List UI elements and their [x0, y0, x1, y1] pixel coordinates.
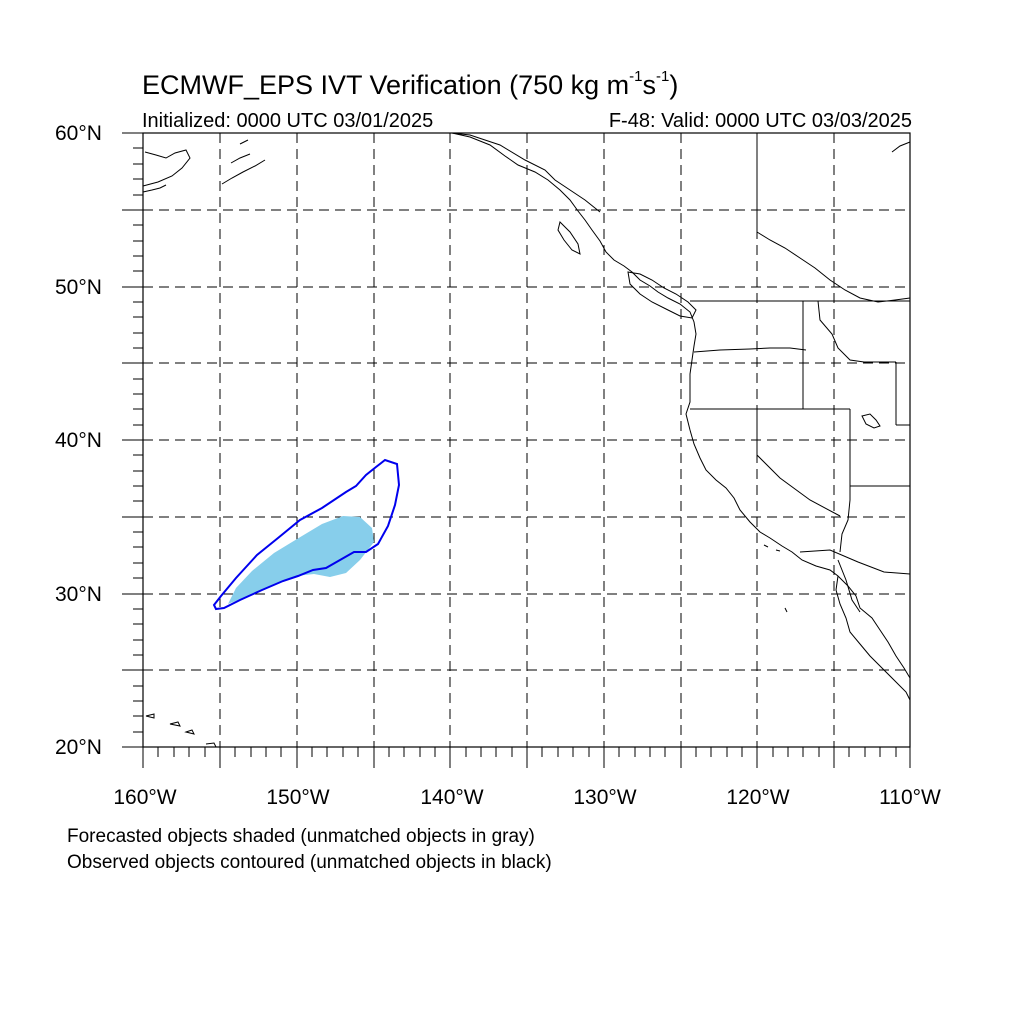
lon-label-130w: 130°W: [573, 786, 637, 809]
observed-object-contour: [212, 458, 401, 611]
coastline-northeast: [891, 141, 911, 153]
border-ca-nv: [756, 409, 841, 517]
coastline-alaska-islands: [142, 139, 266, 193]
coastline-hawaii: [145, 713, 217, 748]
lon-label-110w: 110°W: [879, 786, 941, 809]
lat-label-50n: 50°N: [55, 276, 102, 299]
lon-label-150w: 150°W: [266, 786, 330, 809]
coastline-lake: [861, 413, 881, 429]
footnote-forecast: Forecasted objects shaded (unmatched obj…: [67, 826, 535, 847]
political-boundaries: [451, 132, 911, 613]
border-wa-or: [693, 347, 807, 353]
valid-time: F-48: Valid: 0000 UTC 03/03/2025: [608, 110, 912, 132]
lon-label-140w: 140°W: [420, 786, 484, 809]
lon-label-120w: 120°W: [726, 786, 790, 809]
chart-title: ECMWF_EPS IVT Verification (750 kg m-1s-…: [142, 68, 679, 100]
footnote-observed: Observed objects contoured (unmatched ob…: [67, 852, 552, 873]
coastline-haida-gwaii: [557, 221, 581, 255]
border-nv-az: [839, 499, 851, 553]
border-sonora: [837, 559, 861, 613]
coastline-channel-islands: [763, 544, 788, 613]
coastline-vancouver-island: [627, 271, 697, 319]
lat-label-40n: 40°N: [55, 429, 102, 452]
lat-label-60n: 60°N: [55, 122, 102, 145]
initialized-time: Initialized: 0000 UTC 03/01/2025: [142, 110, 434, 132]
forecast-object-shaded: [228, 516, 374, 604]
border-id-mt: [817, 300, 896, 363]
coastline-gulf-of-alaska: [451, 132, 911, 679]
coastlines: [142, 132, 911, 748]
lon-ticks: [142, 747, 911, 768]
border-us-mexico: [799, 549, 911, 575]
lon-label-160w: 160°W: [113, 786, 177, 809]
lat-lon-grid: [143, 133, 910, 747]
lat-label-30n: 30°N: [55, 583, 102, 606]
plot-frame: [142, 132, 911, 748]
border-alaska-bc: [451, 132, 601, 213]
lat-label-20n: 20°N: [55, 736, 102, 759]
coastline-baja: [835, 575, 911, 701]
lat-ticks: [122, 132, 143, 748]
coastline-alaska: [142, 149, 191, 187]
